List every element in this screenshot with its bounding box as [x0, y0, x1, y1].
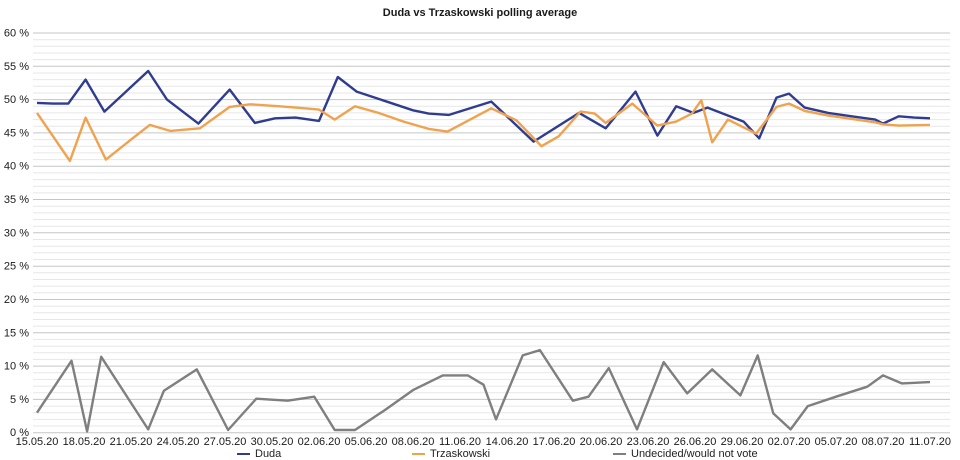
series-line-duda [36, 69, 931, 143]
x-axis-label: 05.06.20 [345, 436, 388, 448]
x-axis-label: 20.06.20 [580, 436, 623, 448]
x-axis-label: 02.07.20 [768, 436, 811, 448]
y-axis-label: 60 % [4, 28, 29, 40]
x-axis-label: 08.07.20 [862, 436, 905, 448]
x-axis-label: 17.06.20 [533, 436, 576, 448]
y-axis-label: 35 % [4, 194, 29, 206]
chart-legend: Duda Trzaskowski Undecided/would not vote [0, 448, 960, 460]
legend-label: Undecided/would not vote [631, 448, 758, 460]
x-axis-label: 24.05.20 [157, 436, 200, 448]
x-axis-label: 29.06.20 [721, 436, 764, 448]
y-axis-label: 20 % [4, 294, 29, 306]
x-axis-label: 30.05.20 [251, 436, 294, 448]
legend-item-undecided-would-not-vote: Undecided/would not vote [613, 448, 758, 460]
y-axis-label: 50 % [4, 94, 29, 106]
legend-item-trzaskowski: Trzaskowski [412, 448, 490, 460]
legend-line-icon [237, 453, 250, 455]
series-line-trzaskowski [36, 99, 931, 163]
legend-label: Duda [255, 448, 282, 460]
x-axis-label: 18.05.20 [63, 436, 106, 448]
x-axis-label: 02.06.20 [298, 436, 341, 448]
x-axis-label: 11.07.20 [909, 436, 951, 448]
x-axis-label: 23.06.20 [627, 436, 670, 448]
x-axis-label: 21.05.20 [110, 436, 153, 448]
y-axis-label: 45 % [4, 127, 29, 139]
legend-line-icon [412, 453, 425, 455]
y-axis-label: 10 % [4, 361, 29, 373]
legend-line-icon [613, 453, 626, 455]
y-axis-label: 25 % [4, 261, 29, 273]
gridlines [33, 32, 950, 434]
x-axis-label: 15.05.20 [16, 436, 59, 448]
y-axis-label: 0 % [10, 427, 29, 439]
legend-item-duda: Duda [237, 448, 281, 460]
x-axis-label: 26.06.20 [674, 436, 717, 448]
legend-label: Trzaskowski [430, 448, 491, 460]
x-axis-label: 08.06.20 [392, 436, 435, 448]
x-axis-label: 27.05.20 [204, 436, 247, 448]
y-axis-label: 55 % [4, 61, 29, 73]
x-axis-label: 05.07.20 [815, 436, 858, 448]
y-axis-label: 5 % [10, 394, 29, 406]
x-axis-label: 11.06.20 [439, 436, 481, 448]
y-axis-label: 30 % [4, 227, 29, 239]
series-line-undecided-would-not-vote [36, 348, 931, 433]
chart-title: Duda vs Trzaskowski polling average [382, 7, 578, 19]
x-axis-label: 14.06.20 [486, 436, 529, 448]
y-axis-label: 40 % [4, 161, 29, 173]
y-axis-label: 15 % [4, 327, 29, 339]
